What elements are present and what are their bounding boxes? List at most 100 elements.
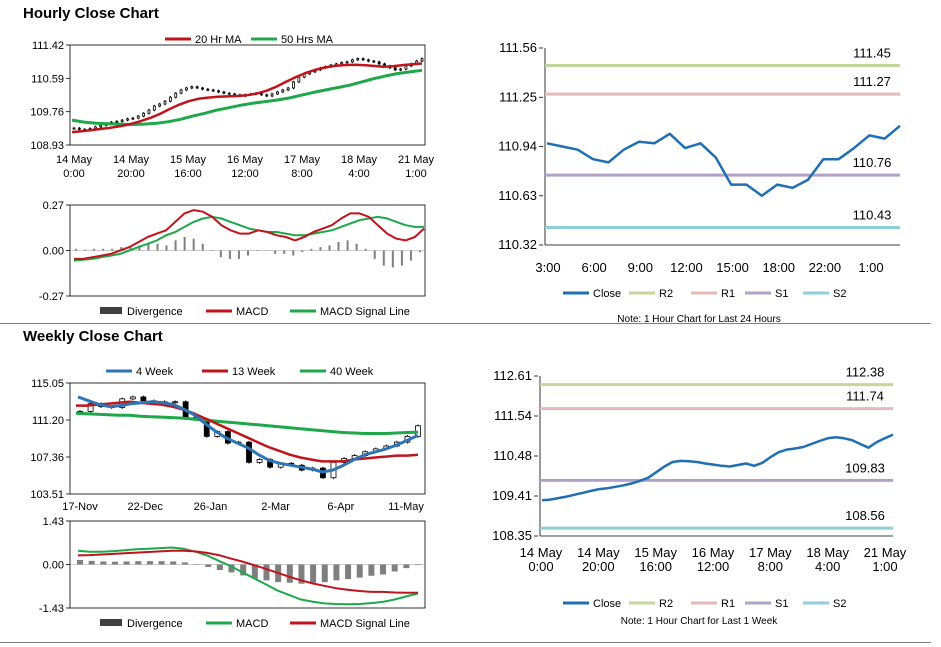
- weekly-macd-divergence-bar: [135, 561, 142, 565]
- hourly-price-candle-body: [115, 120, 119, 123]
- section-divider: [0, 323, 931, 324]
- daily-levels-ytick: 110.63: [498, 188, 537, 203]
- weekly-macd-ytick: -1.43: [39, 603, 64, 615]
- hourly-price-candle-body: [350, 59, 354, 63]
- daily-levels-level-label: 111.45: [853, 45, 891, 60]
- hourly-price-xtick: 18 May: [341, 154, 378, 166]
- weekly-macd-legend-label: MACD: [236, 618, 268, 630]
- weekly-macd-divergence-bar: [415, 564, 421, 566]
- hourly-macd-divergence-bar: [129, 247, 132, 251]
- hourly-price-candle-body: [265, 94, 269, 97]
- hourly-macd-divergence-bar: [319, 247, 322, 251]
- weekly-macd-divergence-bar: [240, 564, 247, 576]
- hourly-price-candle-body: [356, 58, 360, 61]
- weekly-levels-level-label: 111.74: [846, 389, 884, 404]
- hourly-price-ytick: 109.76: [30, 107, 64, 119]
- hourly-price-candle-body: [227, 92, 231, 95]
- daily-levels-legend-label: S1: [775, 288, 788, 300]
- hourly-price-candle-body: [345, 61, 349, 64]
- weekly-price-xtick: 26-Jan: [194, 501, 228, 513]
- hourly-price-xtick: 14 May: [56, 154, 93, 166]
- daily-levels-close-line: [546, 124, 901, 198]
- daily-levels-xtick: 18:00: [762, 260, 795, 275]
- weekly-levels-xtick: 18 May: [806, 545, 849, 560]
- hourly-macd-divergence-bar: [120, 247, 123, 251]
- hourly-macd-divergence-bar: [337, 242, 340, 251]
- hourly-macd-divergence-bar: [174, 240, 177, 251]
- hourly-price-candle-body: [195, 86, 199, 89]
- weekly-levels-xtick: 1:00: [872, 559, 897, 574]
- weekly-levels-xtick: 16:00: [639, 559, 672, 574]
- weekly-macd-divergence-bar: [310, 564, 317, 583]
- daily-levels-level-label: 110.76: [853, 155, 892, 170]
- weekly-macd-legend-label: Divergence: [127, 618, 183, 630]
- hourly-price-candle-body: [281, 89, 285, 93]
- hourly-price-xtick: 0:00: [63, 168, 84, 180]
- hourly-macd-divergence-bar: [219, 250, 222, 258]
- hourly-macd-divergence-bar: [228, 250, 231, 259]
- hourly-ma20-line: [71, 62, 423, 134]
- weekly-levels-legend-label: S1: [775, 598, 788, 610]
- weekly-levels-xtick: 16 May: [692, 545, 735, 560]
- hourly-price-candle-body: [136, 115, 140, 119]
- weekly-price-ytick: 107.36: [30, 452, 64, 464]
- weekly-macd-divergence-bar: [345, 564, 352, 580]
- hourly-macd-divergence-bar: [183, 237, 186, 251]
- hourly-macd-divergence-bar: [93, 248, 96, 251]
- daily-levels-ytick: 110.94: [498, 139, 537, 154]
- weekly-levels-xtick: 8:00: [758, 559, 783, 574]
- hourly-price-candle-body: [142, 112, 146, 117]
- weekly-macd-divergence-bar: [356, 564, 363, 578]
- weekly-macd-ytick: 1.43: [43, 516, 64, 528]
- weekly-levels-level-label: 109.83: [845, 460, 885, 475]
- weekly-levels-legend-label: S2: [833, 598, 846, 610]
- weekly-macd-ytick: 0.00: [43, 560, 64, 572]
- weekly-macd-divergence-bar: [123, 561, 130, 565]
- weekly-levels-xtick: 0:00: [528, 559, 553, 574]
- weekly-levels-xtick: 14 May: [577, 545, 620, 560]
- hourly-price-candle-body: [297, 76, 301, 83]
- hourly-macd-divergence-bar: [237, 250, 240, 259]
- daily-levels-level-label: 110.43: [853, 208, 892, 223]
- hourly-section-title: Hourly Close Chart: [23, 5, 159, 22]
- hourly-price-candle-body: [393, 67, 397, 71]
- weekly-price-candle-body: [256, 459, 263, 463]
- hourly-price-ytick: 111.42: [32, 40, 64, 52]
- weekly-macd-divergence-bar: [251, 564, 258, 579]
- hourly-price-xtick: 21 May: [398, 154, 435, 166]
- weekly-levels-level-label: 108.56: [845, 508, 885, 523]
- hourly-price-xtick: 16 May: [227, 154, 264, 166]
- hourly-price-candle-body: [372, 60, 376, 63]
- hourly-price-legend-label: 50 Hrs MA: [281, 34, 334, 46]
- hourly-price-candle-body: [168, 96, 172, 102]
- hourly-macd-divergence-bar: [192, 238, 195, 251]
- daily-levels-xtick: 3:00: [535, 260, 560, 275]
- hourly-macd-ytick: -0.27: [39, 291, 64, 303]
- hourly-macd-divergence-bar: [256, 250, 259, 251]
- weekly-price-legend-label: 4 Week: [136, 366, 174, 378]
- weekly-price-candle-body: [87, 403, 94, 412]
- hourly-price-candle-body: [174, 92, 178, 98]
- weekly-levels-xtick: 15 May: [634, 545, 677, 560]
- daily-levels-xtick: 22:00: [809, 260, 842, 275]
- weekly-levels-legend-label: Close: [593, 598, 621, 610]
- weekly-macd-divergence-bar: [88, 560, 95, 565]
- hourly-macd-divergence-bar: [373, 250, 376, 259]
- hourly-signal-line: [73, 215, 424, 262]
- weekly-macd-divergence-bar: [321, 564, 328, 583]
- hourly-macd-ytick: 0.00: [43, 246, 64, 258]
- daily-levels-note: Note: 1 Hour Chart for Last 24 Hours: [617, 314, 780, 325]
- hourly-macd-divergence-bar: [84, 249, 87, 251]
- hourly-macd-divergence-bar: [364, 248, 367, 251]
- hourly-price-candle-body: [367, 59, 370, 62]
- hourly-macd-divergence-bar: [382, 250, 385, 266]
- weekly-price-xtick: 17-Nov: [62, 501, 98, 513]
- hourly-price-candle-body: [163, 100, 167, 105]
- hourly-macd-divergence-bar: [102, 248, 105, 251]
- hourly-price-candle-body: [399, 68, 402, 71]
- weekly-levels-xtick: 17 May: [749, 545, 792, 560]
- hourly-macd-divergence-bar: [419, 250, 421, 253]
- weekly-macd-divergence-bar: [193, 564, 200, 565]
- weekly-macd-divergence-bar: [111, 561, 118, 565]
